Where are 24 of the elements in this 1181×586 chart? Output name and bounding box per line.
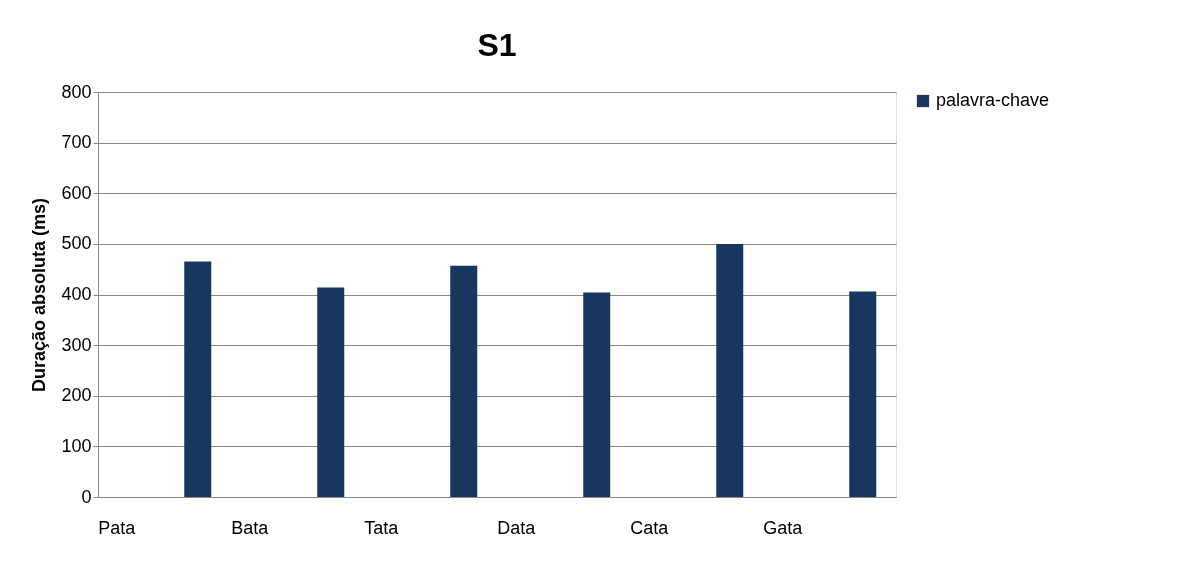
y-tick-label: 400 [61, 284, 92, 304]
x-tick-label: Data [497, 517, 537, 538]
x-tick-label: Tata [364, 517, 400, 538]
y-axis-title: Duração absoluta (ms) [29, 197, 50, 393]
y-tick-label: 200 [61, 385, 92, 406]
y-tick-label: 600 [61, 182, 92, 203]
bar [716, 243, 744, 497]
bar [317, 287, 345, 497]
x-tick-label: Pata [98, 517, 137, 538]
y-tick-label: 800 [61, 81, 92, 102]
y-tick-label: 300 [61, 334, 92, 355]
y-tick-label: 500 [61, 233, 92, 254]
x-tick-label: Bata [231, 517, 270, 538]
y-tick-label: 100 [61, 435, 92, 456]
bar [583, 292, 611, 497]
x-tick-label: Cata [630, 517, 670, 538]
chart-title: S1 [477, 27, 517, 63]
bar [184, 261, 212, 497]
legend-label: palavra-chave [936, 90, 1050, 110]
y-tick-label: 700 [61, 132, 92, 153]
y-tick-label: 0 [81, 486, 92, 507]
bar [450, 265, 478, 497]
x-tick-label: Gata [763, 517, 804, 538]
bar [849, 291, 877, 497]
